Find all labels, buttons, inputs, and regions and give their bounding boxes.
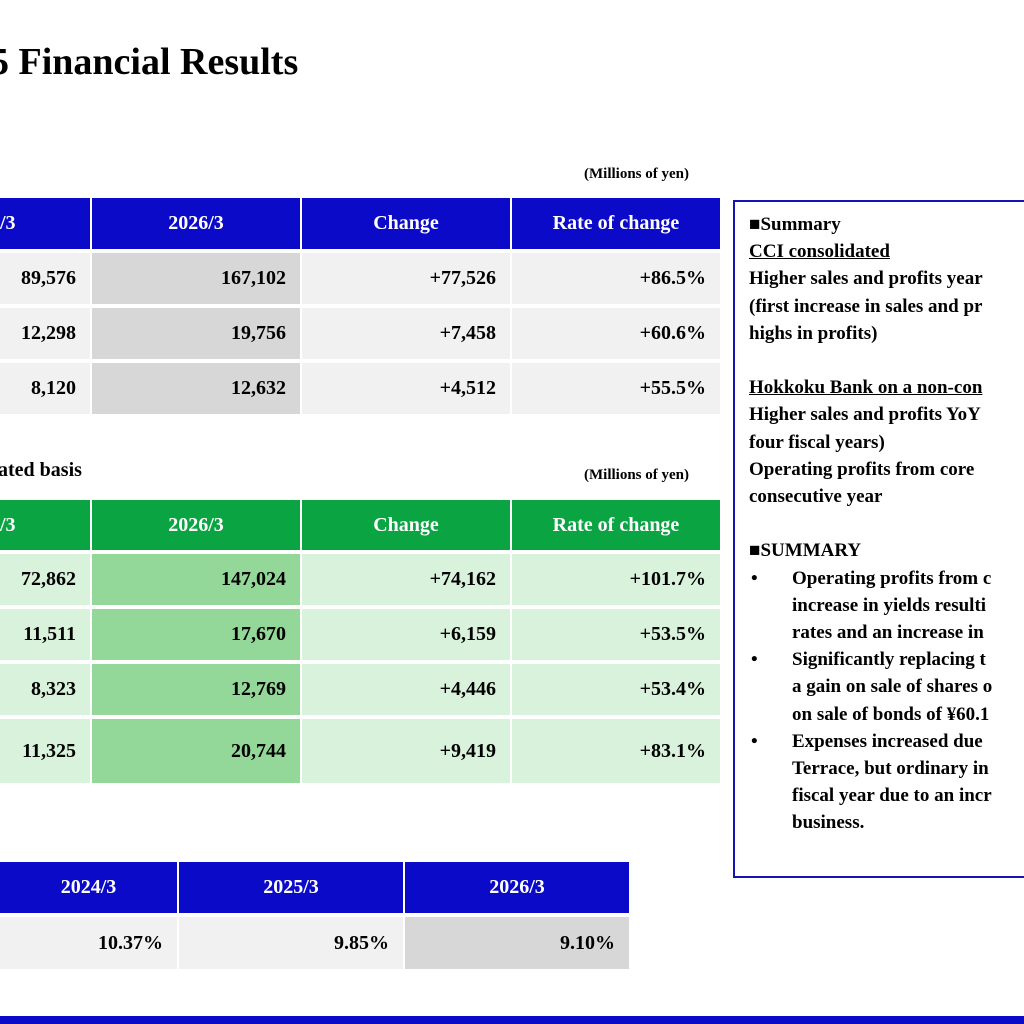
table1-cell: +77,526 xyxy=(302,253,510,304)
bullet-text-line: Significantly replacing t xyxy=(792,649,986,671)
bullet-text-line: a gain on sale of shares o xyxy=(792,676,993,698)
table1-header-change: Change xyxy=(302,198,510,249)
table2-cell: +53.4% xyxy=(512,664,720,715)
bullet-text-line: Expenses increased due xyxy=(792,730,983,752)
table2-header-prev: /3 xyxy=(0,500,90,550)
summary-box: ■Summary CCI consolidated Higher sales a… xyxy=(733,200,1024,878)
table2-cell: +83.1% xyxy=(512,719,720,783)
summary-text-line: four fiscal years) xyxy=(749,431,885,453)
bullet-icon: • xyxy=(751,567,758,589)
table-row: 12,298 19,756 +7,458 +60.6% xyxy=(0,308,720,359)
table2-header-change: Change xyxy=(302,500,510,550)
table2-cell: 12,769 xyxy=(92,664,300,715)
section-label-non-consolidated: ated basis xyxy=(0,459,82,481)
bullet-text-line: rates and an increase in xyxy=(792,622,984,644)
summary-heading: ■Summary xyxy=(749,214,841,235)
table3-cell: 10.37% xyxy=(0,917,177,969)
table2-header-2026: 2026/3 xyxy=(92,500,300,550)
unit-label-2: (Millions of yen) xyxy=(584,467,689,483)
table1-cell: 89,576 xyxy=(0,253,90,304)
bullet-icon: • xyxy=(751,649,758,671)
bullet-icon: • xyxy=(751,730,758,752)
summary-subheading-cci: CCI consolidated xyxy=(749,241,890,263)
non-consolidated-table: /3 2026/3 Change Rate of change 72,862 1… xyxy=(0,500,722,783)
table2-cell: 8,323 xyxy=(0,664,90,715)
summary-text-line: (first increase in sales and pr xyxy=(749,295,983,317)
summary-text-line: Operating profits from core xyxy=(749,458,975,480)
table1-cell: 167,102 xyxy=(92,253,300,304)
cci-consolidated-table: /3 2026/3 Change Rate of change 89,576 1… xyxy=(0,198,722,414)
table2-cell: +9,419 xyxy=(302,719,510,783)
summary-heading-2: ■SUMMARY xyxy=(749,540,862,562)
table1-cell: +60.6% xyxy=(512,308,720,359)
table1-cell: 12,298 xyxy=(0,308,90,359)
table3-header-2025: 2025/3 xyxy=(179,862,403,913)
page-title: 5 Financial Results xyxy=(0,41,299,83)
table2-cell: +53.5% xyxy=(512,609,720,660)
table-row: 8,120 12,632 +4,512 +55.5% xyxy=(0,363,720,414)
table2-cell: 72,862 xyxy=(0,554,90,605)
unit-label-1: (Millions of yen) xyxy=(584,166,689,182)
summary-text-line: consecutive year xyxy=(749,486,883,508)
table2-cell: 147,024 xyxy=(92,554,300,605)
table2-cell: +6,159 xyxy=(302,609,510,660)
table1-header-2026: 2026/3 xyxy=(92,198,300,249)
bullet-text-line: fiscal year due to an incr xyxy=(792,785,992,807)
bullet-text-line: on sale of bonds of ¥60.1 xyxy=(792,703,990,725)
summary-bullet: • Operating profits from c increase in y… xyxy=(749,565,1024,647)
table-row: 72,862 147,024 +74,162 +101.7% xyxy=(0,554,720,605)
ratio-table: 2024/3 2025/3 2026/3 10.37% 9.85% 9.10% xyxy=(0,862,631,969)
table-row: 11,325 20,744 +9,419 +83.1% xyxy=(0,719,720,783)
table2-cell: 20,744 xyxy=(92,719,300,783)
summary-text-line: Higher sales and profits YoY xyxy=(749,404,981,426)
table3-header-2026: 2026/3 xyxy=(405,862,629,913)
table2-cell: +74,162 xyxy=(302,554,510,605)
table2-cell: 11,511 xyxy=(0,609,90,660)
table3-cell: 9.10% xyxy=(405,917,629,969)
table2-cell: 11,325 xyxy=(0,719,90,783)
summary-bullet: • Expenses increased due Terrace, but or… xyxy=(749,728,1024,837)
table1-cell: +86.5% xyxy=(512,253,720,304)
table1-cell: 19,756 xyxy=(92,308,300,359)
bullet-text-line: business. xyxy=(792,812,865,834)
footer-bar xyxy=(0,1016,1024,1024)
table1-cell: +4,512 xyxy=(302,363,510,414)
bullet-text-line: Operating profits from c xyxy=(792,567,992,589)
table1-header-prev: /3 xyxy=(0,198,90,249)
table1-cell: +7,458 xyxy=(302,308,510,359)
table2-header-rate: Rate of change xyxy=(512,500,720,550)
table2-cell: +4,446 xyxy=(302,664,510,715)
bullet-text-line: increase in yields resulti xyxy=(792,594,987,616)
summary-bullet: • Significantly replacing t a gain on sa… xyxy=(749,646,1024,728)
table-row: 89,576 167,102 +77,526 +86.5% xyxy=(0,253,720,304)
table1-header-rate: Rate of change xyxy=(512,198,720,249)
table-row: 11,511 17,670 +6,159 +53.5% xyxy=(0,609,720,660)
table3-cell: 9.85% xyxy=(179,917,403,969)
summary-text-line: Higher sales and profits year xyxy=(749,268,983,290)
summary-text-line: highs in profits) xyxy=(749,322,878,344)
table-row: 8,323 12,769 +4,446 +53.4% xyxy=(0,664,720,715)
table2-cell: +101.7% xyxy=(512,554,720,605)
table1-cell: +55.5% xyxy=(512,363,720,414)
table2-cell: 17,670 xyxy=(92,609,300,660)
summary-subheading-bank: Hokkoku Bank on a non-con xyxy=(749,377,983,399)
table3-header-2024: 2024/3 xyxy=(0,862,177,913)
bullet-text-line: Terrace, but ordinary in xyxy=(792,758,989,780)
table-row: 10.37% 9.85% 9.10% xyxy=(0,917,629,969)
table1-cell: 8,120 xyxy=(0,363,90,414)
table1-cell: 12,632 xyxy=(92,363,300,414)
